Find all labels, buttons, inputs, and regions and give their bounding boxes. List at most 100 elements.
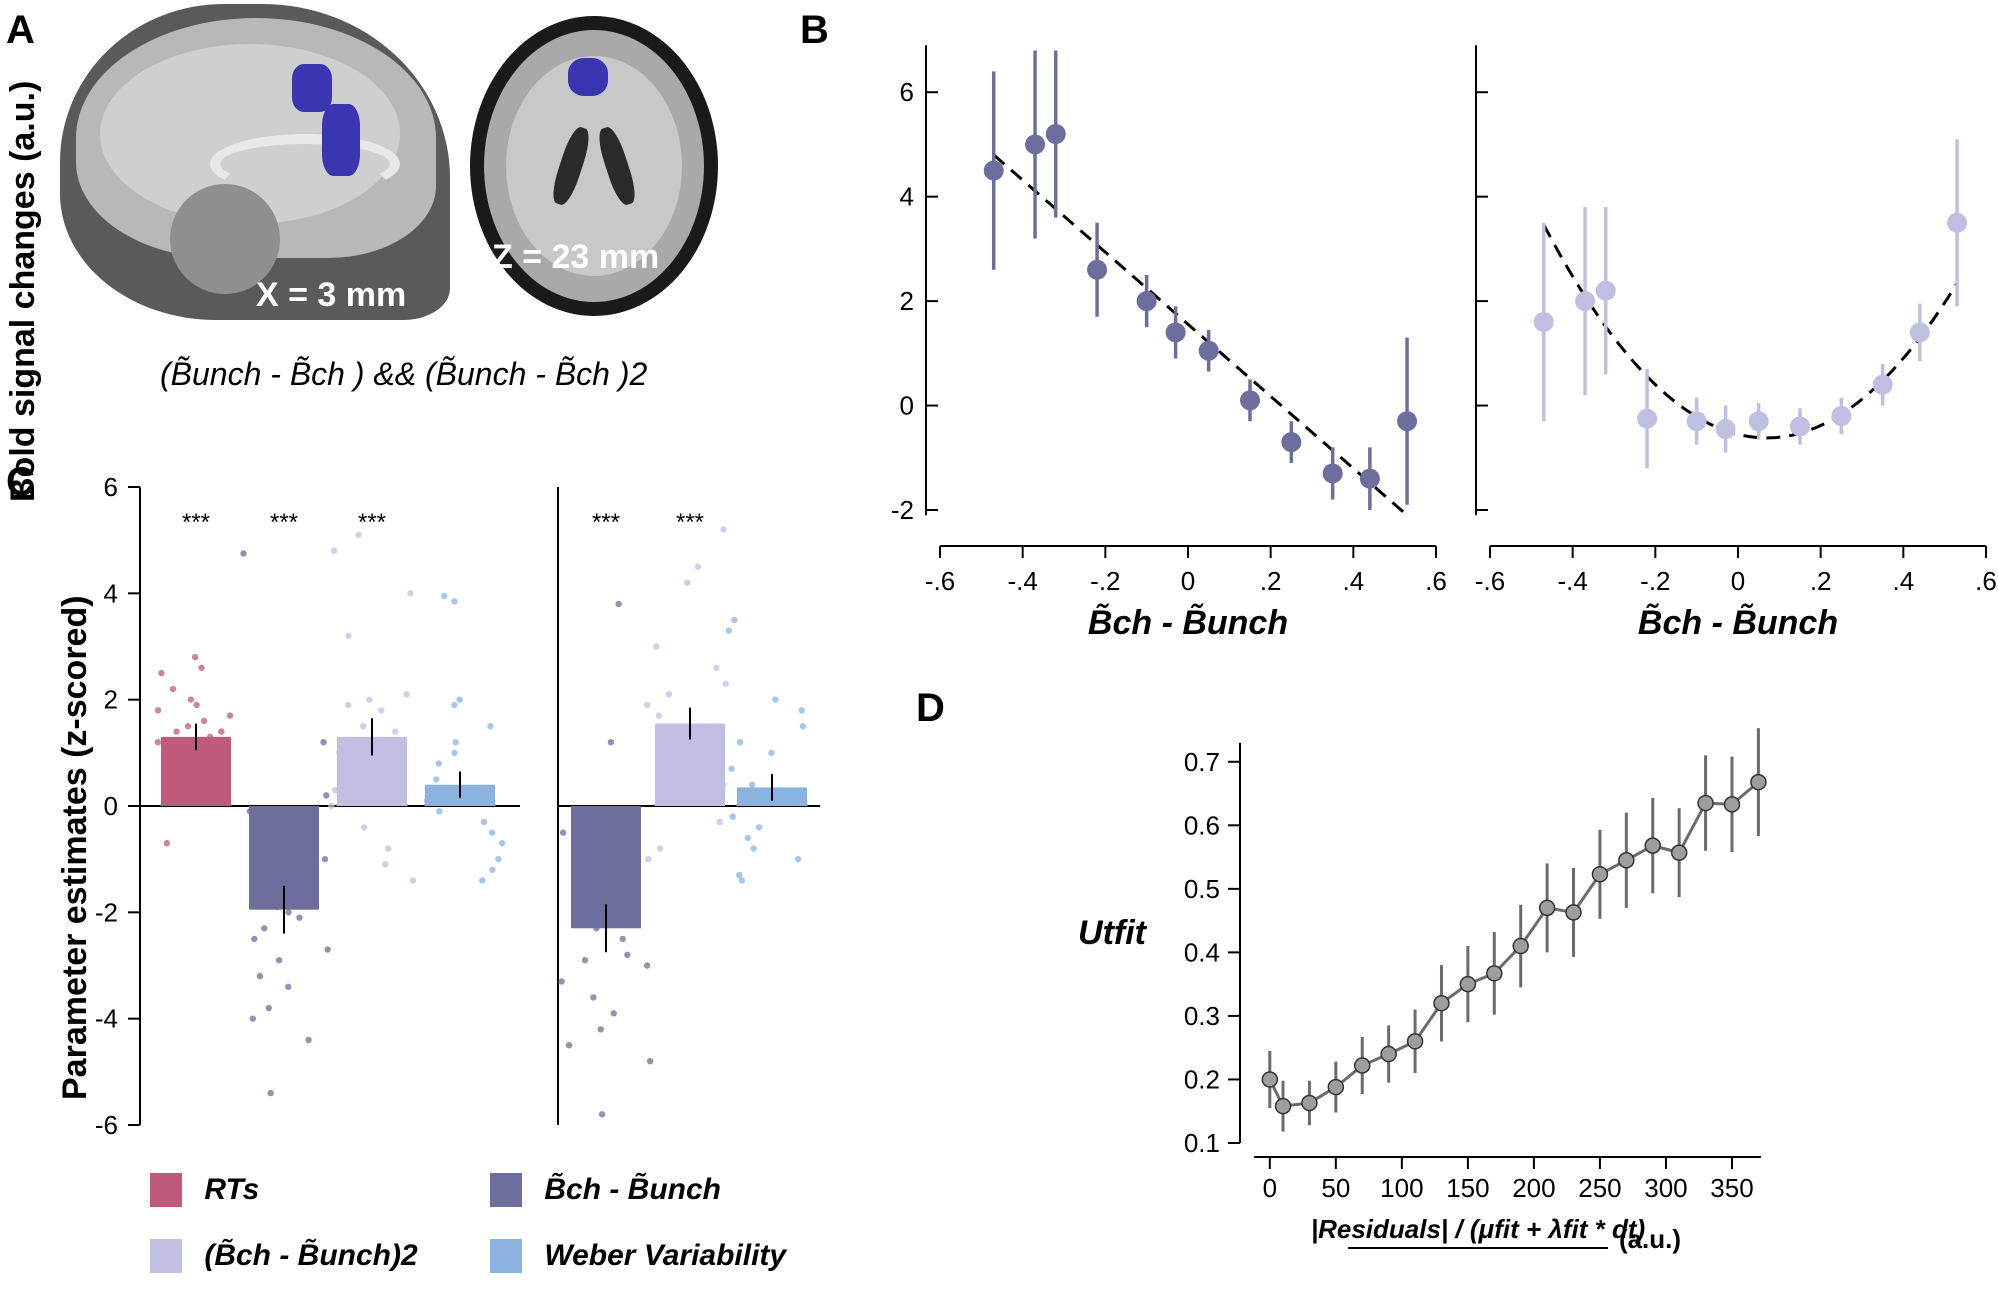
d-data-point bbox=[1670, 844, 1688, 861]
c-y-tick-label: 4 bbox=[104, 578, 118, 608]
legend-label-rts: RTs bbox=[204, 1173, 260, 1207]
d-x-tick-label: 100 bbox=[1380, 1173, 1423, 1203]
b2-data-point bbox=[1947, 212, 1968, 233]
sagittal-activation-cluster bbox=[292, 64, 332, 112]
b1-data-point bbox=[1136, 291, 1157, 312]
c-subject-dot bbox=[392, 728, 399, 735]
b1-x-tick-label: -.6 bbox=[925, 566, 955, 596]
b1-data-point bbox=[983, 160, 1004, 181]
c-subject-dot bbox=[305, 1036, 312, 1044]
b1-x-axis-title: B̃ch - B̃unch bbox=[1088, 603, 1288, 642]
c-subject-dot bbox=[359, 723, 367, 730]
c-subject-dot bbox=[154, 739, 162, 746]
legend: RTs B̃ch - B̃unch (B̃ch - B̃unch)2 Weber… bbox=[150, 1160, 850, 1290]
b2-data-point bbox=[1575, 291, 1596, 312]
c-subject-dot bbox=[581, 956, 589, 964]
b2-data-point bbox=[1872, 374, 1893, 395]
c-subject-dot bbox=[744, 834, 751, 842]
c-subject-dot bbox=[154, 707, 162, 714]
b1-y-tick-label: 2 bbox=[900, 286, 914, 316]
legend-item-linear: B̃ch - B̃unch bbox=[490, 1172, 721, 1208]
c-subject-dot bbox=[643, 701, 651, 709]
b2-data-point bbox=[1715, 419, 1736, 440]
d-x-tick-label: 250 bbox=[1578, 1173, 1621, 1203]
c-subject-dot bbox=[736, 871, 743, 879]
d-x-tick-label: 50 bbox=[1321, 1173, 1350, 1203]
c-subject-dot bbox=[240, 550, 247, 557]
b1-x-tick-label: -.4 bbox=[1007, 566, 1037, 596]
d-data-point bbox=[1353, 1057, 1371, 1074]
b1-data-point bbox=[1359, 468, 1380, 489]
c-subject-dot bbox=[586, 855, 594, 863]
d-y-tick-label: 0.7 bbox=[1184, 747, 1220, 777]
c-subject-dot bbox=[173, 728, 180, 735]
d-y-tick-label: 0.3 bbox=[1184, 1001, 1220, 1031]
c-subject-dot bbox=[798, 707, 805, 714]
c-subject-dot bbox=[615, 600, 622, 608]
c-subject-dot bbox=[200, 717, 208, 725]
c-subject-dot bbox=[198, 664, 205, 671]
d-x-tick-label: 350 bbox=[1710, 1173, 1753, 1203]
c-subject-dot bbox=[643, 962, 651, 969]
c-subject-dot bbox=[323, 792, 330, 799]
d-data-point bbox=[1406, 1033, 1424, 1050]
c-subject-dot bbox=[479, 877, 486, 884]
c-subject-dot bbox=[331, 786, 339, 794]
c-subject-dot bbox=[158, 669, 165, 677]
c-subject-dot bbox=[478, 786, 486, 794]
c-subject-dot bbox=[750, 845, 757, 852]
c-subject-dot bbox=[328, 802, 335, 810]
b2-x-tick-label: 0 bbox=[1731, 566, 1745, 596]
c-subject-dot bbox=[162, 765, 169, 772]
c-subject-dot bbox=[768, 749, 775, 757]
c-subject-dot bbox=[285, 983, 292, 990]
c-subject-dot bbox=[256, 972, 264, 980]
legend-swatch-weber bbox=[490, 1239, 522, 1274]
d-y-axis-title: Utfit bbox=[1078, 914, 1148, 952]
panel-label-b: B bbox=[800, 8, 829, 52]
c-subject-dot bbox=[436, 808, 443, 815]
legend-item-quadratic: (B̃ch - B̃unch)2 bbox=[150, 1238, 418, 1274]
legend-item-weber: Weber Variability bbox=[490, 1238, 786, 1274]
d-y-tick-label: 0.6 bbox=[1184, 810, 1220, 840]
c-subject-dot bbox=[720, 526, 727, 533]
b2-data-point bbox=[1595, 280, 1616, 301]
c-subject-dot bbox=[646, 1058, 654, 1065]
c-subject-dot bbox=[705, 723, 712, 730]
c-significance-stars: *** bbox=[592, 509, 620, 536]
c-subject-dot bbox=[163, 840, 171, 847]
b1-data-point bbox=[1045, 124, 1066, 144]
b1-data-point bbox=[1322, 463, 1343, 484]
b1-y-tick-label: 0 bbox=[900, 391, 914, 421]
c-subject-dot bbox=[558, 978, 565, 985]
c-subject-dot bbox=[320, 739, 327, 746]
d-data-point bbox=[1274, 1097, 1292, 1115]
c-subject-dot bbox=[336, 749, 343, 757]
b1-data-point bbox=[1281, 432, 1302, 453]
c-subject-dot bbox=[767, 792, 775, 799]
c-subject-dot bbox=[385, 845, 392, 852]
d-x-tick-label: 150 bbox=[1446, 1173, 1489, 1203]
c-subject-dot bbox=[559, 829, 567, 836]
b1-y-tick-label: -2 bbox=[891, 495, 914, 525]
c-subject-dot bbox=[423, 797, 431, 804]
panel-label-d: D bbox=[916, 686, 945, 730]
b1-x-tick-label: .4 bbox=[1342, 566, 1364, 596]
c-subject-dot bbox=[246, 808, 254, 815]
d-data-point bbox=[1327, 1078, 1345, 1096]
c-y-tick-label: 6 bbox=[104, 472, 118, 502]
c-subject-dot bbox=[619, 935, 626, 943]
c-subject-dot bbox=[382, 861, 389, 868]
c-subject-dot bbox=[191, 653, 199, 661]
c-subject-dot bbox=[725, 627, 733, 634]
c-subject-dot bbox=[198, 786, 205, 794]
b2-fit-line bbox=[1542, 224, 1959, 440]
d-x-axis-unit: (a.u.) bbox=[1619, 1224, 1681, 1254]
c-subject-dot bbox=[728, 765, 735, 772]
d-data-point bbox=[1723, 796, 1741, 813]
b1-x-tick-label: -.2 bbox=[1090, 566, 1120, 596]
c-y-tick-label: -4 bbox=[95, 1004, 118, 1034]
d-data-point bbox=[1486, 965, 1503, 982]
d-data-point bbox=[1380, 1045, 1397, 1063]
d-data-point bbox=[1591, 865, 1609, 883]
